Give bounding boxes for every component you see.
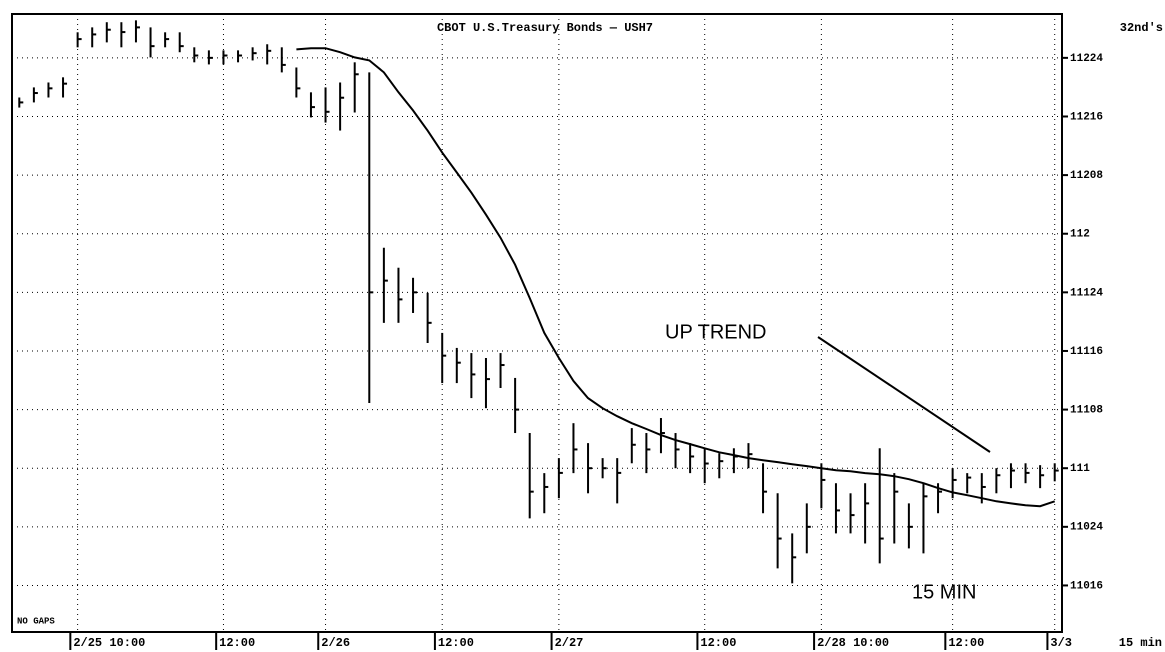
x-tick-label: 12:00 <box>700 636 736 650</box>
annotation: NO GAPS <box>17 616 55 626</box>
moving-average-line <box>296 47 1056 508</box>
annotation: UP TREND <box>665 321 767 343</box>
y-tick-label: 11116 <box>1070 346 1103 358</box>
y-unit-label: 32nd's <box>1120 21 1163 35</box>
x-tick-label: 12:00 <box>438 636 474 650</box>
annotation: 15 MIN <box>912 581 976 603</box>
x-unit-label: 15 min <box>1119 636 1162 650</box>
x-tick-label: 12:00 <box>948 636 984 650</box>
y-tick-label: 11124 <box>1070 287 1103 299</box>
y-tick-label: 11024 <box>1070 522 1103 534</box>
y-tick-label: 111 <box>1070 463 1090 475</box>
y-tick-label: 11208 <box>1070 170 1103 182</box>
y-tick-label: 11224 <box>1070 53 1103 65</box>
plot-frame <box>11 13 1063 633</box>
chart-title: CBOT U.S.Treasury Bonds — USH7 <box>437 21 653 35</box>
x-tick-label: 2/26 <box>321 636 350 650</box>
y-tick-label: 11108 <box>1070 404 1103 416</box>
x-tick-label: 2/27 <box>555 636 584 650</box>
y-tick-label: 11216 <box>1070 111 1103 123</box>
annotation-pointer <box>817 336 991 453</box>
y-tick-label: 112 <box>1070 229 1090 241</box>
y-tick-label: 11016 <box>1070 580 1103 592</box>
x-tick-label: 12:00 <box>219 636 255 650</box>
x-tick-label: 3/3 <box>1050 636 1072 650</box>
x-tick-label: 2/28 10:00 <box>817 636 889 650</box>
x-tick-label: 2/25 10:00 <box>73 636 145 650</box>
